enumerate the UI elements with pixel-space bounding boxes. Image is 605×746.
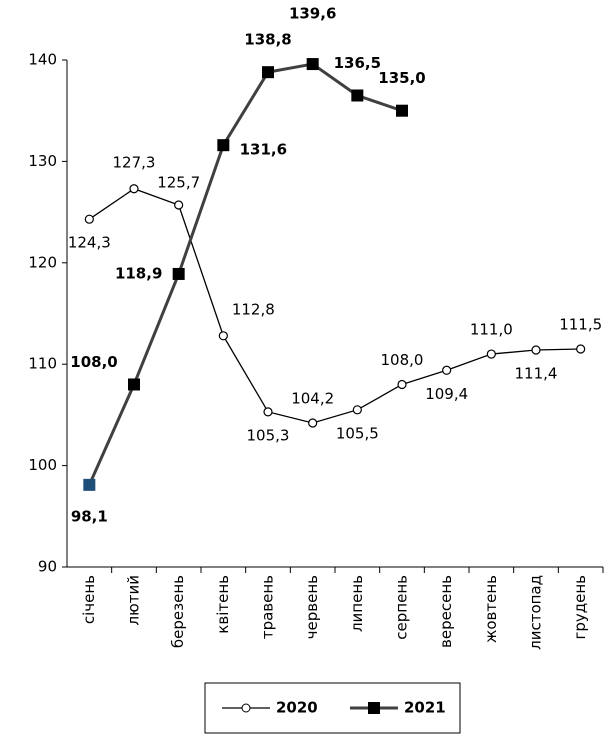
data-label: 124,3 <box>68 234 111 252</box>
data-label: 109,4 <box>425 385 468 403</box>
data-label: 125,7 <box>157 174 200 192</box>
data-label: 135,0 <box>378 69 425 87</box>
y-tick-label: 110 <box>28 355 57 373</box>
legend-label: 2021 <box>404 699 446 717</box>
point <box>442 365 452 375</box>
x-tick-label: жовтень <box>482 575 500 643</box>
x-tick-label: червень <box>303 575 321 639</box>
legend-label: 2020 <box>276 699 318 717</box>
y-tick-label: 140 <box>28 51 57 69</box>
data-label: 105,5 <box>336 424 379 442</box>
point <box>84 214 94 224</box>
point <box>486 349 496 359</box>
point <box>174 200 184 210</box>
x-tick-label: серпень <box>393 575 411 640</box>
point <box>306 58 319 71</box>
legend-marker <box>368 702 380 714</box>
series-line <box>88 188 581 424</box>
series-line <box>87 62 403 486</box>
point <box>262 66 274 79</box>
data-label: 112,8 <box>232 300 275 318</box>
data-label: 111,4 <box>515 365 558 383</box>
data-label: 118,9 <box>115 264 162 282</box>
point <box>218 331 228 341</box>
point <box>397 379 407 390</box>
x-tick-label: січень <box>80 575 98 624</box>
data-label: 111,5 <box>559 315 602 333</box>
data-label: 136,5 <box>334 54 381 72</box>
point <box>217 139 230 152</box>
point <box>396 104 408 117</box>
x-tick-label: грудень <box>571 575 589 640</box>
x-tick-label: лютий <box>125 575 143 625</box>
y-tick-label: 100 <box>28 456 57 474</box>
data-label: 139,6 <box>289 5 336 23</box>
point <box>83 478 96 491</box>
point <box>172 267 185 280</box>
x-tick-label: липень <box>348 575 366 632</box>
x-tick-label: березень <box>169 575 187 648</box>
data-label: 105,3 <box>247 426 290 444</box>
data-label: 111,0 <box>470 321 513 339</box>
point <box>531 345 541 355</box>
legend-box <box>204 682 461 734</box>
data-label: 127,3 <box>113 153 156 171</box>
point <box>128 378 140 391</box>
point <box>308 418 318 428</box>
x-tick-label: листопад <box>527 575 545 650</box>
data-label: 104,2 <box>291 390 334 408</box>
point <box>576 344 586 354</box>
point <box>352 405 362 415</box>
point <box>351 89 364 102</box>
data-label: 138,8 <box>244 31 291 49</box>
legend-marker <box>241 703 251 713</box>
y-tick-label: 130 <box>28 152 57 170</box>
data-label: 108,0 <box>70 353 117 371</box>
x-tick-label: вересень <box>437 575 455 648</box>
x-tick-label: квітень <box>214 575 232 634</box>
data-label: 131,6 <box>240 141 287 159</box>
data-label: 98,1 <box>71 507 108 525</box>
point <box>263 407 273 417</box>
point <box>129 184 139 194</box>
y-tick-label: 120 <box>28 253 57 271</box>
y-tick-label: 90 <box>38 558 57 576</box>
data-label: 108,0 <box>381 351 424 369</box>
x-tick-label: травень <box>259 575 277 639</box>
